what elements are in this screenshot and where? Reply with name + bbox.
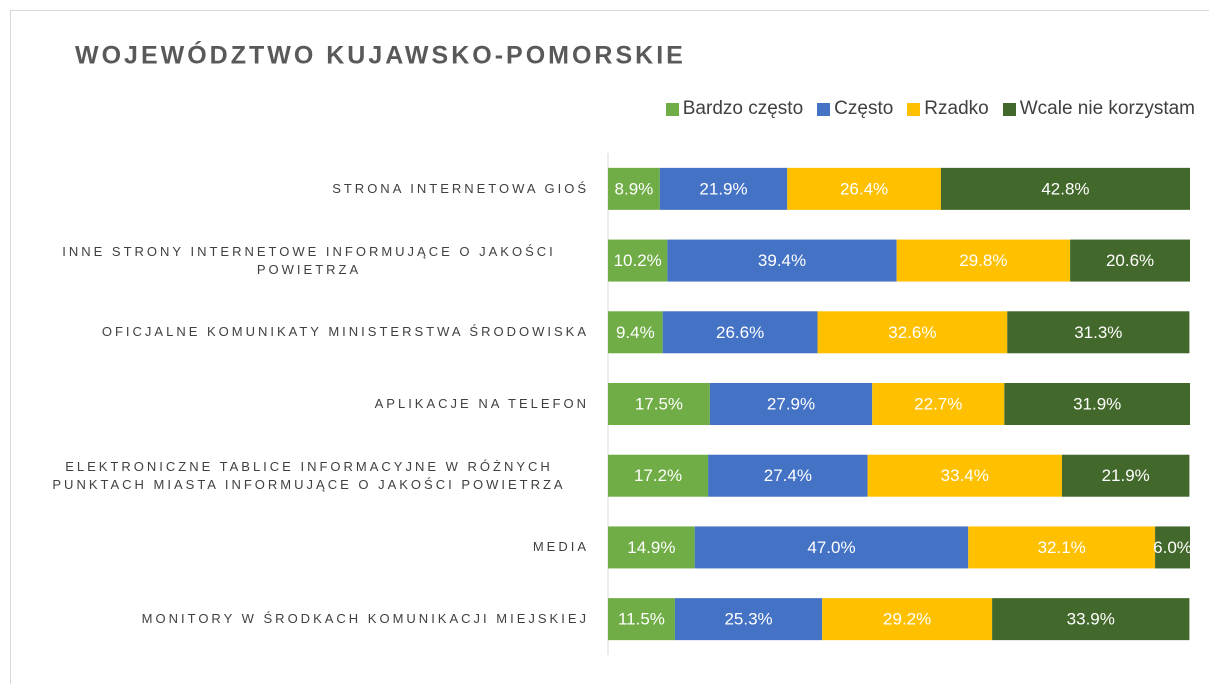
chart-title: WOJEWÓDZTWO KUJAWSKO-POMORSKIE	[75, 40, 686, 70]
category-label-box: ELEKTRONICZNE TABLICE INFORMACYJNE W RÓŻ…	[29, 458, 589, 494]
category-label: APLIKACJE NA TELEFON	[374, 396, 589, 411]
bar-segment	[608, 167, 660, 210]
data-label: 6.0%	[1153, 538, 1192, 557]
bar-segment	[709, 383, 873, 425]
data-label: 14.9%	[627, 538, 675, 557]
data-label: 26.6%	[716, 323, 764, 342]
bar-segment	[608, 598, 675, 641]
data-label: 25.3%	[724, 610, 772, 629]
bar-segment	[667, 239, 897, 282]
bar-segment	[1155, 526, 1190, 569]
data-label: 29.2%	[883, 610, 931, 629]
bar-segment	[608, 526, 695, 569]
data-label: 11.5%	[618, 610, 665, 629]
bar-segment	[708, 454, 868, 497]
bar-segment	[694, 526, 969, 569]
legend-label: Rzadko	[924, 98, 989, 119]
bar-segment	[1061, 454, 1190, 497]
bar-segment	[1070, 239, 1190, 282]
chart-border	[10, 10, 1209, 684]
bar-segment	[787, 167, 941, 210]
bar-segment	[662, 311, 818, 354]
data-label: 22.7%	[914, 394, 962, 413]
bar-segment	[608, 454, 709, 497]
data-label: 47.0%	[807, 538, 855, 557]
legend-label: Często	[834, 98, 894, 119]
category-label-box: MEDIA	[29, 538, 589, 556]
bar-segment	[992, 598, 1190, 641]
data-label: 29.8%	[959, 251, 1007, 270]
bar-segment	[872, 383, 1005, 425]
legend-item: Często	[817, 98, 893, 120]
legend-swatch	[907, 102, 921, 116]
legend-item: Bardzo często	[665, 98, 804, 120]
legend-item: Rzadko	[907, 98, 989, 120]
bar-segment	[608, 383, 710, 425]
legend-item: Wcale nie korzystam	[1002, 98, 1195, 120]
data-label: 32.1%	[1038, 538, 1086, 557]
data-label: 8.9%	[615, 179, 654, 198]
data-label: 17.5%	[635, 394, 683, 413]
category-label: INNE STRONY INTERNETOWE INFORMUJĄCE O JA…	[62, 243, 556, 277]
data-label: 21.9%	[699, 179, 747, 198]
category-label: MONITORY W ŚRODKACH KOMUNIKACJI MIEJSKIE…	[141, 611, 589, 627]
data-label: 21.9%	[1102, 466, 1150, 485]
data-label: 27.9%	[767, 394, 815, 413]
category-label: MEDIA	[532, 539, 589, 555]
legend-label: Bardzo często	[682, 98, 804, 119]
bar-segment	[817, 311, 1008, 354]
legend-swatch	[665, 102, 679, 116]
data-label: 31.9%	[1073, 394, 1121, 413]
category-label: ELEKTRONICZNE TABLICE INFORMACYJNE W RÓŻ…	[52, 458, 566, 492]
bar-segment	[659, 167, 788, 210]
category-label-box: APLIKACJE NA TELEFON	[29, 395, 589, 413]
legend-swatch	[817, 102, 831, 116]
data-label: 31.3%	[1074, 323, 1122, 342]
category-label-box: MONITORY W ŚRODKACH KOMUNIKACJI MIEJSKIE…	[29, 610, 589, 628]
bar-segment	[940, 167, 1190, 210]
data-label: 26.4%	[840, 179, 888, 198]
bar-segment	[608, 311, 663, 354]
data-label: 33.9%	[1067, 610, 1115, 629]
data-label: 10.2%	[614, 251, 662, 270]
data-label: 17.2%	[634, 466, 682, 485]
data-label: 20.6%	[1106, 251, 1154, 270]
bar-segment	[822, 598, 993, 641]
category-label: OFICJALNE KOMUNIKATY MINISTERSTWA ŚRODOW…	[101, 324, 589, 340]
legend-swatch	[1002, 102, 1016, 116]
bar-segment	[867, 454, 1062, 497]
category-label-box: OFICJALNE KOMUNIKATY MINISTERSTWA ŚRODOW…	[29, 323, 589, 341]
data-label: 39.4%	[758, 251, 806, 270]
legend-label: Wcale nie korzystam	[1019, 98, 1195, 119]
bar-segment	[1004, 383, 1190, 425]
category-label: STRONA INTERNETOWA GIOŚ	[332, 180, 589, 196]
data-label: 33.4%	[941, 466, 989, 485]
data-label: 9.4%	[616, 323, 655, 342]
legend: Bardzo często Często Rzadko Wcale nie korzy…	[665, 98, 1195, 120]
category-label-box: STRONA INTERNETOWA GIOŚ	[29, 180, 589, 198]
data-label: 32.6%	[888, 323, 936, 342]
bar-segment	[896, 239, 1071, 282]
bar-segment	[674, 598, 823, 641]
data-label: 27.4%	[764, 466, 812, 485]
category-label-box: INNE STRONY INTERNETOWE INFORMUJĄCE O JA…	[29, 243, 589, 279]
data-label: 42.8%	[1041, 179, 1089, 198]
bar-segment	[968, 526, 1156, 569]
bar-segment	[1007, 311, 1190, 354]
bar-segment	[608, 239, 668, 282]
